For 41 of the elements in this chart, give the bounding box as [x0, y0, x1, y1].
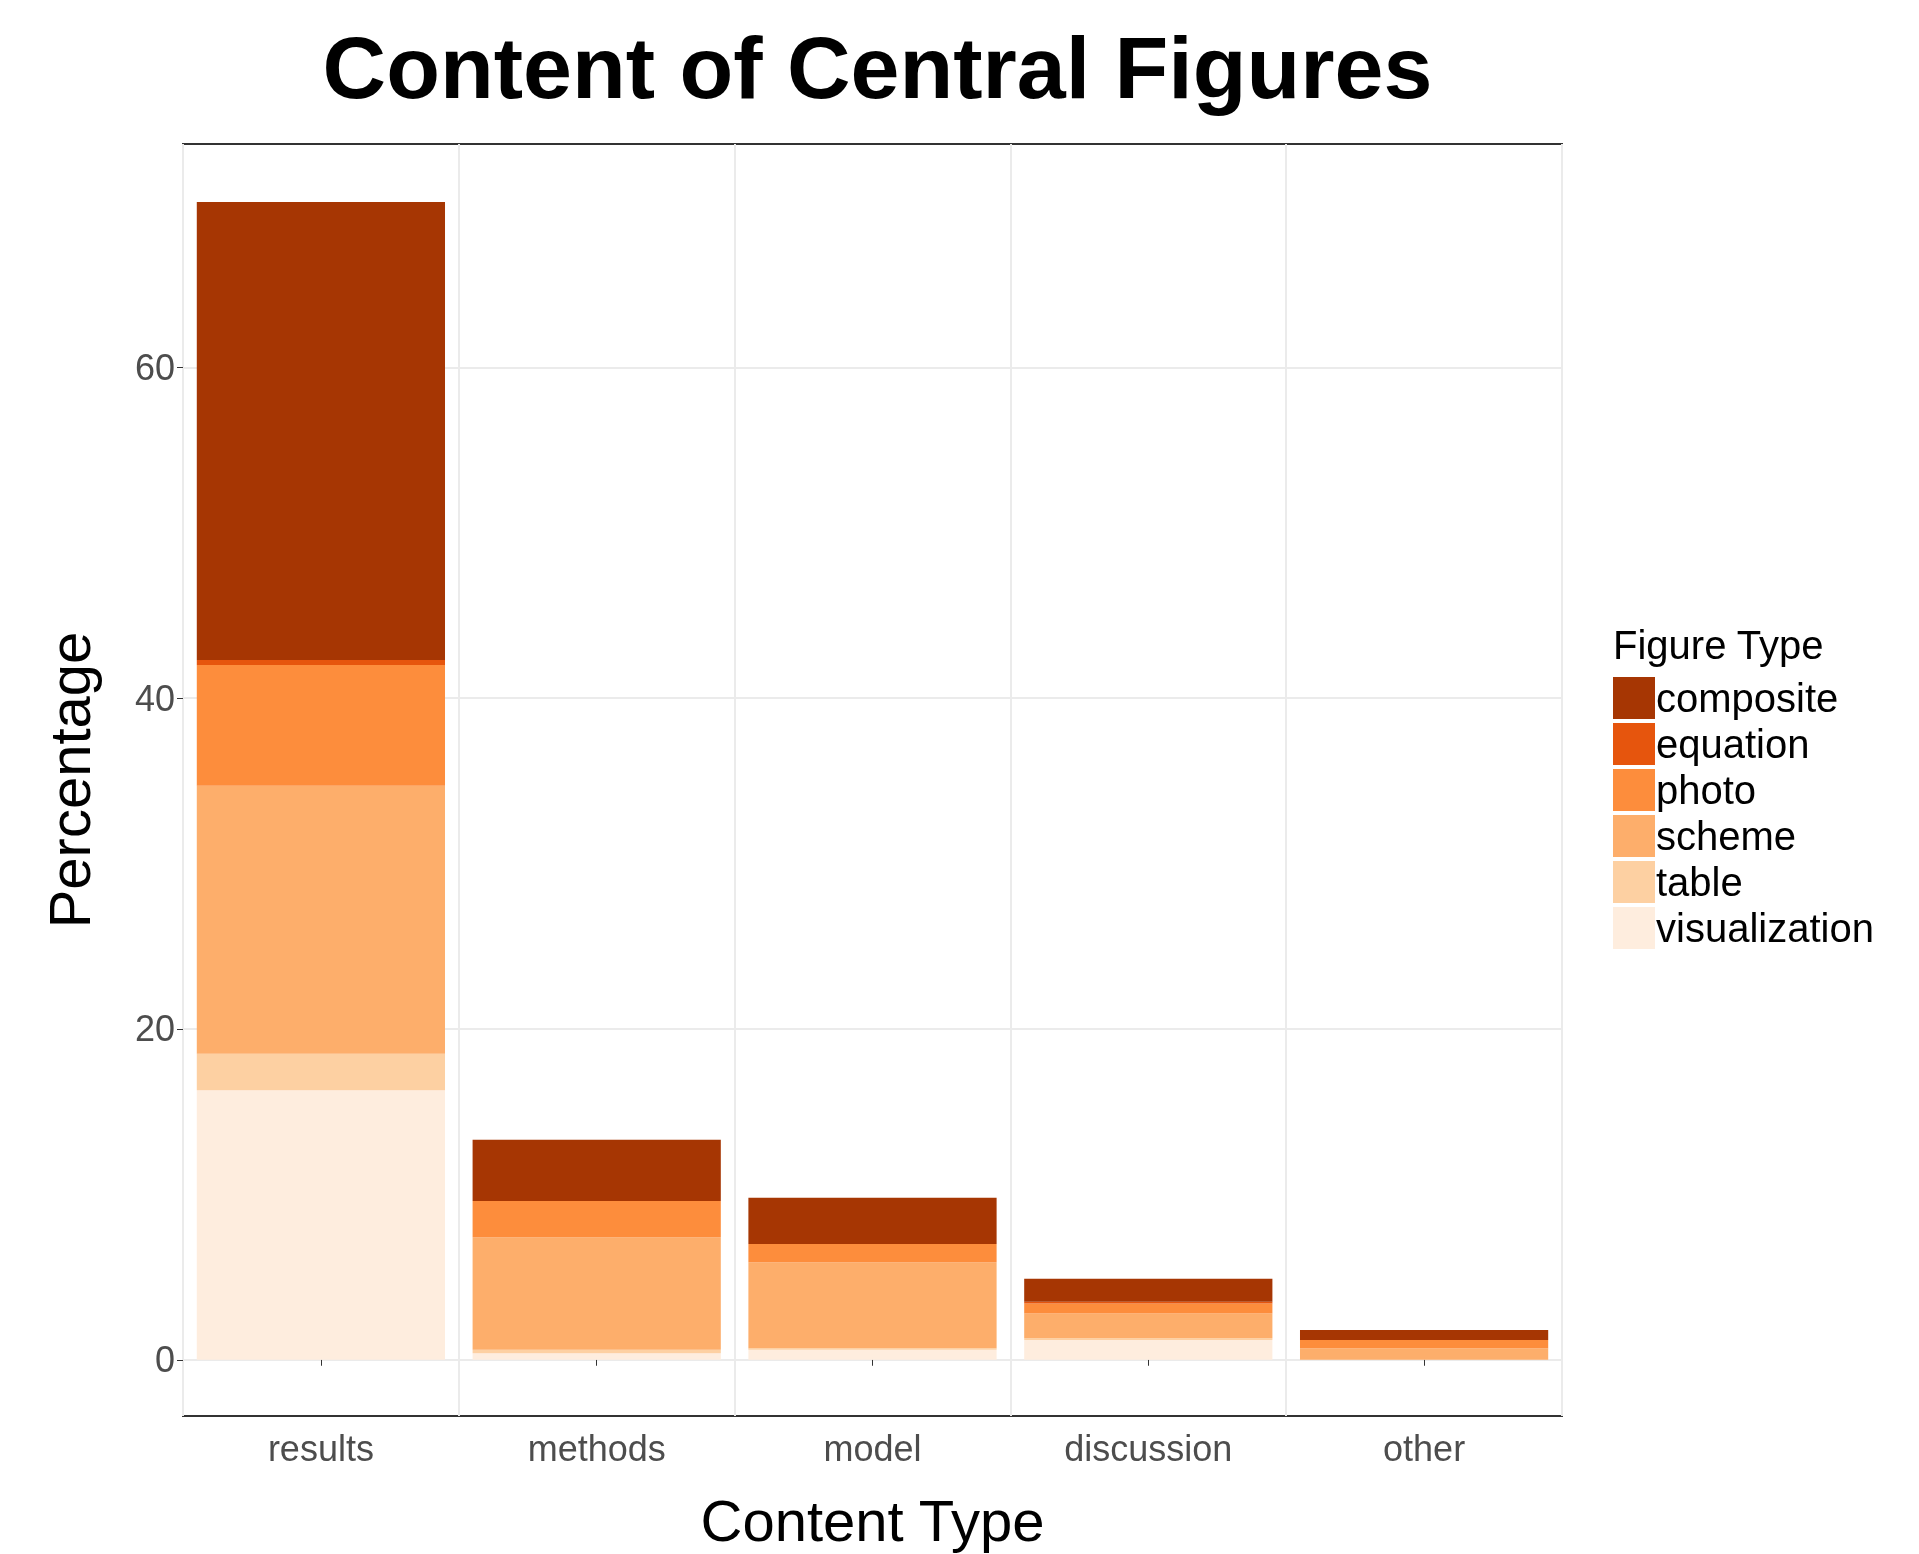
- legend-label: table: [1656, 860, 1743, 904]
- y-tick-label: 0: [154, 1339, 175, 1381]
- bar: [472, 1353, 721, 1360]
- bar: [196, 785, 446, 1054]
- bar: [1299, 1348, 1549, 1360]
- bar: [196, 201, 446, 661]
- y-tick-label: 40: [134, 677, 175, 719]
- bar: [748, 1197, 997, 1244]
- bar: [1024, 1278, 1273, 1302]
- legend-label: composite: [1656, 676, 1839, 720]
- x-tick-label: results: [267, 1427, 374, 1469]
- x-tick-label: model: [823, 1427, 922, 1469]
- x-axis-title: Content Type: [700, 1487, 1045, 1553]
- x-tick-label: discussion: [1064, 1427, 1233, 1469]
- bar: [472, 1349, 721, 1354]
- legend-label: scheme: [1656, 814, 1797, 858]
- bar: [748, 1243, 997, 1263]
- bar: [1024, 1339, 1273, 1360]
- bar: [472, 1237, 721, 1350]
- legend-title: Figure Type: [1613, 623, 1824, 667]
- bar: [1024, 1303, 1273, 1314]
- y-axis-title: Percentage: [36, 631, 102, 929]
- bar: [1299, 1329, 1549, 1340]
- bar: [1024, 1313, 1273, 1339]
- legend-label: visualization: [1656, 906, 1874, 950]
- bar: [196, 665, 446, 786]
- bar: [196, 1053, 446, 1091]
- bar: [196, 660, 446, 666]
- x-tick-label: other: [1383, 1427, 1466, 1469]
- bar: [196, 1090, 446, 1360]
- y-tick-label: 60: [134, 346, 175, 388]
- legend-label: photo: [1656, 768, 1757, 812]
- y-tick-label: 20: [134, 1008, 175, 1050]
- bar: [472, 1139, 721, 1201]
- x-tick-label: methods: [527, 1427, 666, 1469]
- legend-label: equation: [1656, 722, 1810, 766]
- bar: [748, 1262, 997, 1349]
- chart-title: Content of Central Figures: [322, 17, 1433, 117]
- bar: [748, 1349, 997, 1360]
- bar: [472, 1200, 721, 1238]
- bar: [1299, 1339, 1549, 1349]
